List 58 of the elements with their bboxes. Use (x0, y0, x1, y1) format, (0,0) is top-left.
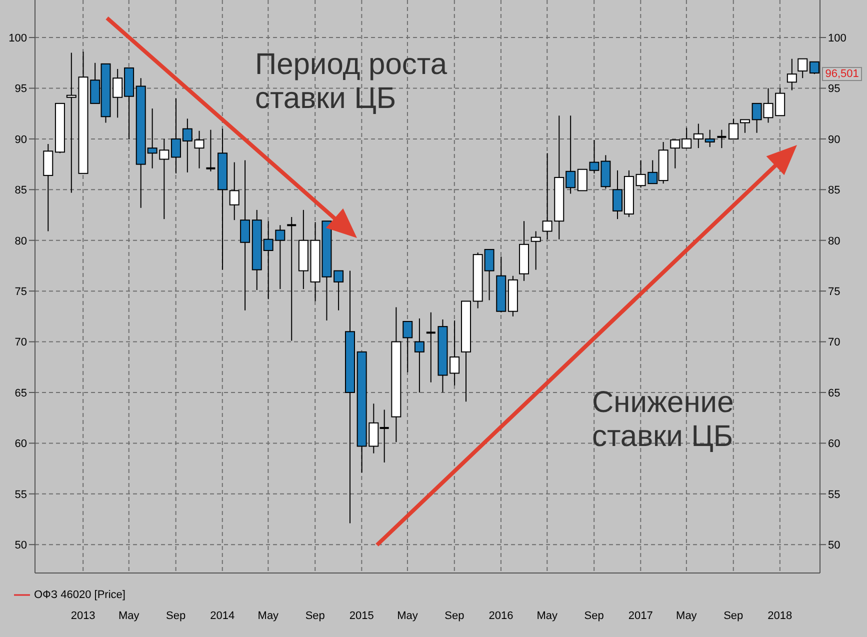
y2-tick-label: 55 (828, 488, 840, 501)
y-tick-label: 90 (14, 134, 27, 146)
annotation: Период роста ставки ЦБ (255, 48, 448, 116)
x-tick-label: 2013 (70, 610, 96, 622)
x-tick-label: May (118, 610, 140, 622)
y-tick-label: 100 (8, 32, 27, 44)
x-tick-label: 2014 (210, 610, 235, 622)
y2-tick-label: 50 (828, 540, 840, 552)
candlestick (194, 130, 204, 169)
candlestick (809, 61, 820, 75)
x-tick-label: Sep (584, 610, 604, 622)
y-tick-label: 65 (14, 387, 27, 400)
candlestick (798, 58, 808, 79)
candlestick (530, 230, 541, 270)
candlestick (402, 320, 413, 373)
y2-tick-label: 80 (828, 235, 840, 248)
y2-tick-label: 85 (828, 184, 840, 197)
y2-tick-label: 95 (828, 83, 840, 96)
y-tick-label: 85 (14, 184, 27, 197)
x-tick-label: 2015 (349, 610, 374, 622)
x-tick-label: 2018 (768, 610, 792, 622)
candlestick (716, 129, 728, 149)
y-tick-label: 70 (14, 336, 27, 349)
annotation: 96,501 (822, 66, 862, 81)
x-tick-label: May (536, 610, 558, 622)
y2-tick-label: 100 (828, 32, 846, 44)
text: ОФЗ 46020 [Price] (34, 589, 126, 601)
y2-tick-label: 70 (828, 336, 840, 349)
y-tick-label: 55 (14, 488, 27, 501)
candlestick (286, 216, 298, 342)
candlestick (414, 318, 424, 393)
x-tick-label: May (676, 610, 698, 622)
x-tick-label: May (397, 610, 418, 622)
candlestick (786, 58, 797, 91)
x-tick-label: Sep (444, 610, 464, 622)
candlestick (205, 129, 216, 172)
candlestick (450, 320, 460, 386)
x-tick-label: Sep (305, 610, 325, 622)
y2-tick-label: 60 (828, 438, 840, 450)
y-tick-label: 95 (14, 83, 27, 96)
y2-tick-label: 65 (828, 387, 840, 400)
y-tick-label: 60 (14, 438, 27, 450)
candlestick (425, 312, 436, 383)
x-tick-label: 2016 (488, 610, 514, 622)
x-tick-label: Sep (166, 610, 186, 622)
x-tick-label: Sep (724, 610, 744, 622)
x-tick-label: May (258, 610, 280, 622)
y2-tick-label: 75 (828, 286, 840, 298)
candlestick (229, 162, 240, 221)
y-tick-label: 50 (14, 540, 27, 552)
y-tick-label: 75 (14, 286, 27, 298)
x-tick-label: 2017 (628, 610, 653, 622)
candlestick (728, 118, 739, 140)
candlestick (740, 119, 750, 134)
candlestick (334, 270, 344, 311)
y2-tick-label: 90 (828, 134, 840, 146)
candlestick (240, 160, 250, 311)
y-tick-label: 80 (14, 235, 27, 248)
